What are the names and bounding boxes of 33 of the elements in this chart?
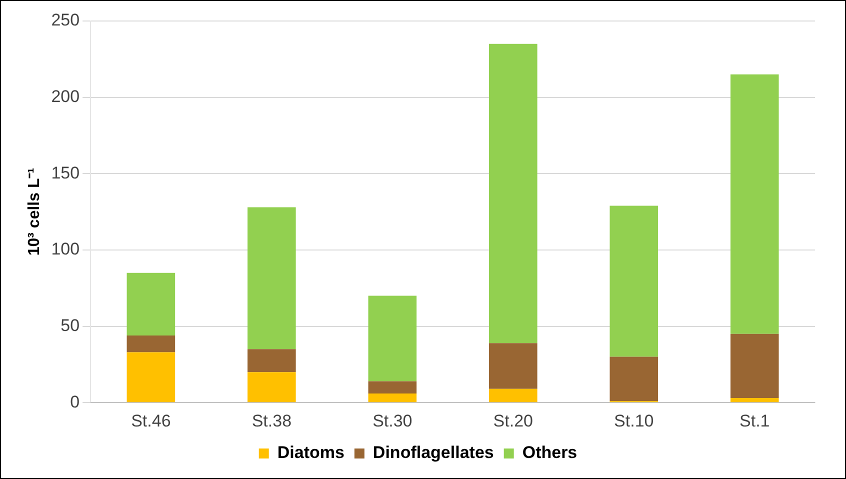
bar xyxy=(489,388,538,402)
bar xyxy=(489,343,538,389)
bar xyxy=(730,74,779,334)
x-tick-label: St.20 xyxy=(493,411,534,430)
bar xyxy=(126,352,176,402)
bar xyxy=(248,372,296,402)
x-tick-label: St.46 xyxy=(131,411,171,430)
bar xyxy=(368,381,417,394)
bar xyxy=(126,335,176,352)
bar xyxy=(730,398,779,402)
bar xyxy=(610,356,658,402)
bar xyxy=(248,207,296,350)
y-tick-label: 150 xyxy=(51,163,80,182)
bar xyxy=(610,206,658,357)
y-tick-label: 0 xyxy=(70,392,80,412)
legend-label: Diatoms xyxy=(277,443,344,462)
bar xyxy=(730,334,779,398)
x-tick-label: St.1 xyxy=(740,411,770,430)
x-tick-label: St.38 xyxy=(252,411,292,430)
legend-label: Dinoflagellates xyxy=(372,443,494,462)
bar xyxy=(489,44,538,344)
y-axis-title: 10³ cells L⁻¹ xyxy=(26,168,44,256)
x-tick-label: St.30 xyxy=(372,411,412,430)
bar xyxy=(368,393,417,402)
bar xyxy=(368,296,417,382)
legend-label: Others xyxy=(522,443,578,462)
x-tick-label: St.10 xyxy=(614,411,654,430)
y-tick-label: 50 xyxy=(60,316,80,335)
bar xyxy=(248,349,296,372)
y-tick-label: 250 xyxy=(51,10,80,30)
y-tick-label: 100 xyxy=(51,240,80,259)
y-tick-label: 200 xyxy=(51,87,80,106)
bar xyxy=(126,272,176,336)
